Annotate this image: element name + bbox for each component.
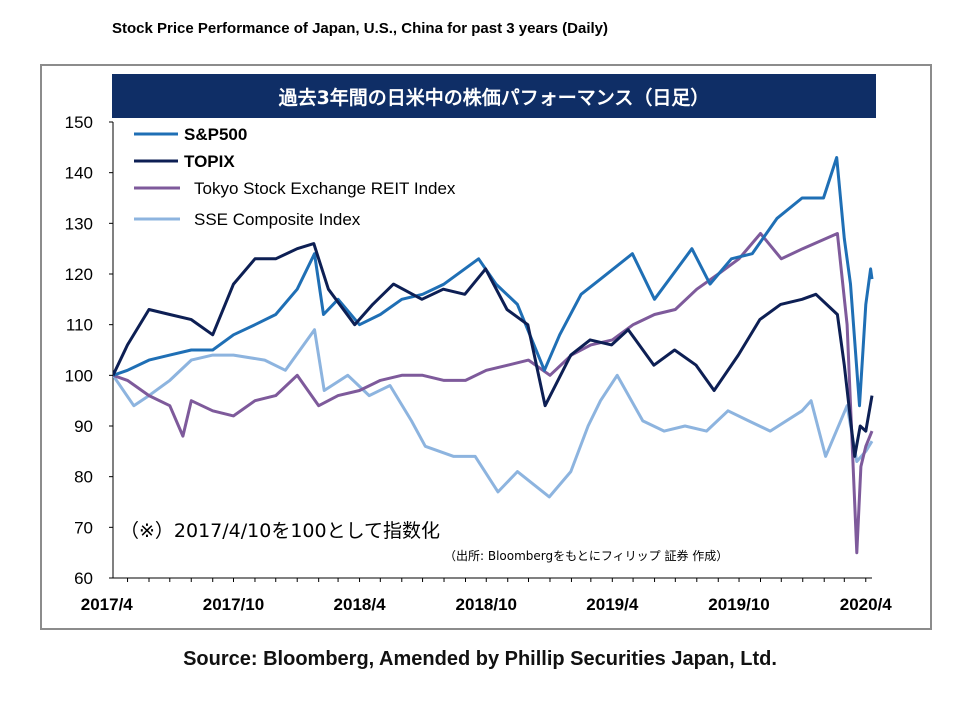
series-line-sse-composite-index bbox=[113, 328, 874, 499]
y-tick-label: 130 bbox=[65, 214, 93, 233]
legend-label: S&P500 bbox=[184, 125, 247, 144]
y-tick-label: 140 bbox=[65, 164, 93, 183]
x-tick-label: 2020/4 bbox=[840, 595, 893, 614]
y-tick-label: 120 bbox=[65, 265, 93, 284]
x-tick-label: 2017/4 bbox=[81, 595, 134, 614]
y-tick-label: 80 bbox=[74, 468, 93, 487]
source-note: （出所: Bloombergをもとにフィリップ 証券 作成） bbox=[444, 548, 728, 563]
series-line-topix bbox=[113, 242, 874, 458]
source-footer: Source: Bloomberg, Amended by Phillip Se… bbox=[183, 648, 777, 670]
legend-label: TOPIX bbox=[184, 152, 235, 171]
legend-label: Tokyo Stock Exchange REIT Index bbox=[194, 179, 456, 198]
x-tick-label: 2019/4 bbox=[586, 595, 639, 614]
series-layer bbox=[113, 156, 874, 555]
chart-title-banner: 過去3年間の日米中の株価パフォーマンス（日足） bbox=[112, 74, 876, 118]
y-tick-label: 90 bbox=[74, 417, 93, 436]
y-tick-label: 150 bbox=[65, 113, 93, 132]
x-tick-label: 2018/10 bbox=[456, 595, 517, 614]
series-line-tokyo-stock-exchange-reit-index bbox=[113, 232, 874, 555]
y-tick-label: 110 bbox=[66, 316, 93, 335]
x-tick-label: 2017/10 bbox=[203, 595, 264, 614]
y-axis: 60 70 80 90 100 110 120 130 140 150 bbox=[65, 113, 114, 588]
y-tick-label: 100 bbox=[65, 366, 93, 385]
legend-label: SSE Composite Index bbox=[194, 210, 361, 229]
y-tick-label: 70 bbox=[74, 518, 93, 537]
x-tick-label: 2019/10 bbox=[708, 595, 769, 614]
chart-frame bbox=[40, 64, 932, 630]
y-tick-label: 60 bbox=[74, 569, 93, 588]
x-axis: 2017/4 2017/10 2018/4 2018/10 2019/4 2019/10 2… bbox=[81, 577, 893, 614]
page-title: Stock Price Performance of Japan, U.S., … bbox=[112, 20, 609, 37]
legend: S&P500 TOPIX Tokyo Stock Exchange REIT Ind… bbox=[134, 125, 456, 229]
index-note: （※）2017/4/10を100として指数化 bbox=[120, 520, 440, 542]
x-tick-label: 2018/4 bbox=[334, 595, 387, 614]
